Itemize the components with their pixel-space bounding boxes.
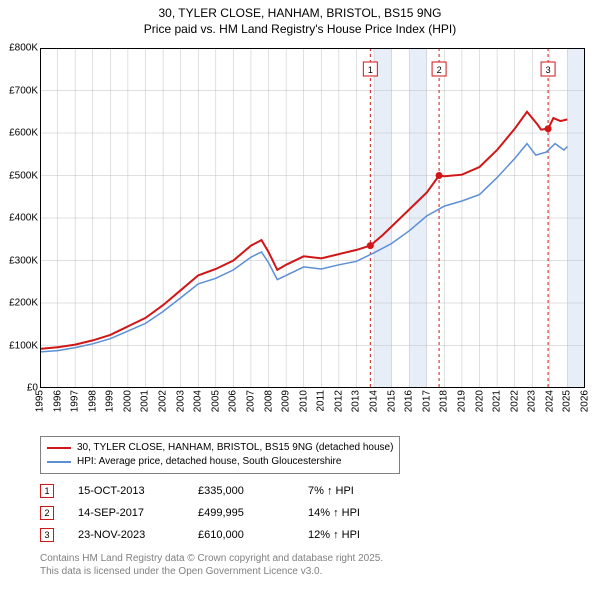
x-tick-label: 2024: [544, 390, 555, 412]
x-tick-label: 1999: [105, 390, 116, 412]
x-tick-label: 2013: [351, 390, 362, 412]
y-axis-labels: £0£100K£200K£300K£400K£500K£600K£700K£80…: [0, 48, 40, 388]
x-tick-label: 2012: [333, 390, 344, 412]
svg-text:2: 2: [437, 65, 442, 75]
x-tick-label: 1996: [52, 390, 63, 412]
x-tick-label: 2016: [404, 390, 415, 412]
x-tick-label: 2020: [474, 390, 485, 412]
x-tick-label: 2006: [228, 390, 239, 412]
x-tick-label: 2009: [281, 390, 292, 412]
sale-price: £499,995: [198, 507, 308, 519]
footer-line1: Contains HM Land Registry data © Crown c…: [40, 552, 383, 565]
sale-date: 14-SEP-2017: [78, 507, 198, 519]
y-tick-label: £200K: [9, 298, 38, 309]
y-tick-label: £100K: [9, 340, 38, 351]
sale-row: 2 14-SEP-2017£499,99514% ↑ HPI: [40, 502, 398, 524]
sale-hpi: 14% ↑ HPI: [308, 507, 398, 519]
svg-text:3: 3: [546, 65, 551, 75]
x-tick-label: 2019: [456, 390, 467, 412]
chart-container: 30, TYLER CLOSE, HANHAM, BRISTOL, BS15 9…: [0, 0, 600, 590]
sale-number-box: 3: [40, 528, 54, 542]
x-tick-label: 2000: [122, 390, 133, 412]
sale-number-box: 1: [40, 484, 54, 498]
sale-price: £610,000: [198, 529, 308, 541]
x-tick-label: 2025: [562, 390, 573, 412]
y-tick-label: £500K: [9, 170, 38, 181]
sale-number-box: 2: [40, 506, 54, 520]
y-tick-label: £800K: [9, 43, 38, 54]
x-tick-label: 2004: [193, 390, 204, 412]
x-tick-label: 2017: [421, 390, 432, 412]
x-tick-label: 2022: [509, 390, 520, 412]
x-tick-label: 1997: [70, 390, 81, 412]
x-tick-label: 2003: [175, 390, 186, 412]
footer-line2: This data is licensed under the Open Gov…: [40, 565, 383, 578]
x-tick-label: 2001: [140, 390, 151, 412]
svg-text:1: 1: [368, 65, 373, 75]
x-tick-label: 1995: [35, 390, 46, 412]
y-tick-label: £400K: [9, 213, 38, 224]
sale-price: £335,000: [198, 485, 308, 497]
legend: 30, TYLER CLOSE, HANHAM, BRISTOL, BS15 9…: [40, 436, 400, 474]
sale-row: 3 23-NOV-2023£610,00012% ↑ HPI: [40, 524, 398, 546]
x-tick-label: 2011: [316, 390, 327, 412]
sale-date: 23-NOV-2023: [78, 529, 198, 541]
chart-svg: 1 2 3: [40, 48, 585, 388]
x-tick-label: 2010: [298, 390, 309, 412]
x-tick-label: 2015: [386, 390, 397, 412]
sales-table: 1 15-OCT-2013£335,0007% ↑ HPI 2 14-SEP-2017…: [40, 480, 398, 546]
legend-swatch: [47, 461, 71, 463]
sale-date: 15-OCT-2013: [78, 485, 198, 497]
x-tick-label: 2014: [369, 390, 380, 412]
legend-swatch: [47, 447, 71, 449]
sale-hpi: 7% ↑ HPI: [308, 485, 398, 497]
x-tick-label: 2007: [245, 390, 256, 412]
legend-row: 30, TYLER CLOSE, HANHAM, BRISTOL, BS15 9…: [47, 441, 393, 455]
x-tick-label: 2002: [158, 390, 169, 412]
legend-label: HPI: Average price, detached house, Sout…: [77, 455, 341, 469]
x-tick-label: 2005: [210, 390, 221, 412]
y-tick-label: £600K: [9, 128, 38, 139]
legend-row: HPI: Average price, detached house, Sout…: [47, 455, 393, 469]
title-line2: Price paid vs. HM Land Registry's House …: [0, 22, 600, 38]
x-tick-label: 1998: [87, 390, 98, 412]
x-tick-label: 2018: [439, 390, 450, 412]
y-tick-label: £700K: [9, 85, 38, 96]
footer: Contains HM Land Registry data © Crown c…: [40, 552, 383, 578]
x-tick-label: 2021: [492, 390, 503, 412]
title-line1: 30, TYLER CLOSE, HANHAM, BRISTOL, BS15 9…: [0, 6, 600, 22]
sale-hpi: 12% ↑ HPI: [308, 529, 398, 541]
x-tick-label: 2023: [527, 390, 538, 412]
x-tick-label: 2008: [263, 390, 274, 412]
sale-row: 1 15-OCT-2013£335,0007% ↑ HPI: [40, 480, 398, 502]
x-axis-labels: 1995199619971998199920002001200220032004…: [40, 390, 585, 435]
chart-area: 1 2 3: [40, 48, 585, 388]
legend-label: 30, TYLER CLOSE, HANHAM, BRISTOL, BS15 9…: [77, 441, 393, 455]
y-tick-label: £300K: [9, 255, 38, 266]
x-tick-label: 2026: [580, 390, 591, 412]
title-block: 30, TYLER CLOSE, HANHAM, BRISTOL, BS15 9…: [0, 0, 600, 37]
